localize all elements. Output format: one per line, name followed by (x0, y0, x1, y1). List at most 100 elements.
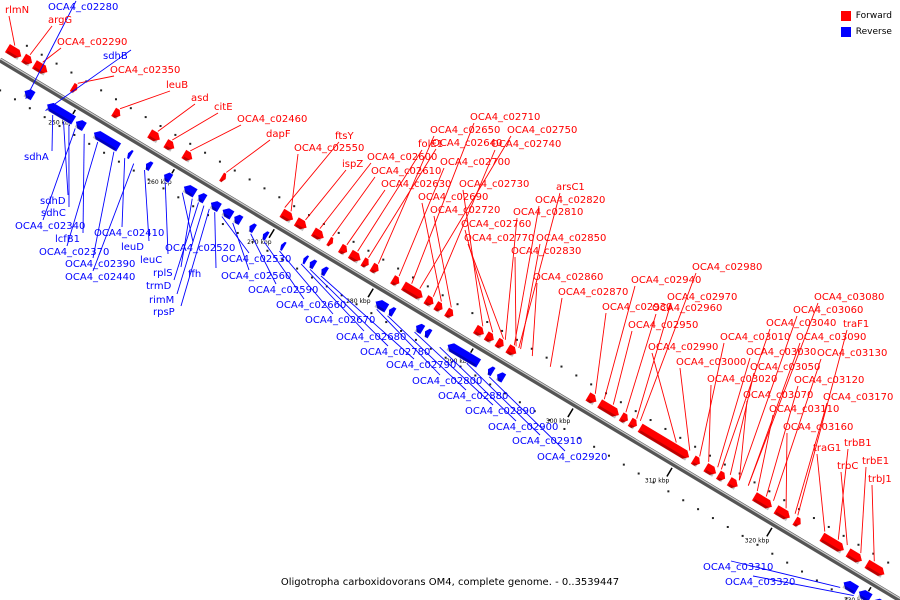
reverse-gene[interactable] (386, 305, 398, 318)
leader-line (603, 285, 636, 400)
minor-tick-rev (281, 258, 284, 261)
leader-line (639, 272, 697, 422)
forward-gene[interactable] (596, 398, 622, 419)
forward-gene-label: OCA4_c03090 (796, 332, 866, 343)
forward-gene[interactable] (726, 476, 740, 491)
reverse-gene[interactable] (301, 254, 310, 266)
genome-backbone (0, 57, 900, 600)
forward-gene[interactable] (347, 249, 364, 264)
leader-line (92, 151, 115, 259)
minor-tick-rev (652, 481, 655, 484)
minor-tick-fwd (411, 276, 414, 279)
reverse-gene[interactable] (413, 322, 426, 335)
forward-gene[interactable] (751, 491, 775, 511)
reverse-gene[interactable] (870, 596, 889, 600)
reverse-gene[interactable] (373, 297, 390, 314)
leader-line (63, 121, 69, 196)
reverse-gene[interactable] (73, 117, 88, 132)
forward-gene[interactable] (863, 559, 887, 578)
forward-gene[interactable] (690, 454, 702, 468)
reverse-gene[interactable] (231, 212, 245, 226)
reverse-gene[interactable] (91, 128, 122, 153)
reverse-gene[interactable] (195, 191, 209, 205)
forward-gene[interactable] (636, 422, 692, 461)
reverse-gene[interactable] (278, 241, 288, 252)
minor-tick-fwd (40, 53, 43, 56)
minor-tick-rev (132, 169, 135, 172)
forward-gene[interactable] (4, 43, 25, 61)
forward-gene[interactable] (389, 274, 402, 288)
minor-tick-fwd (590, 383, 593, 386)
reverse-gene[interactable] (422, 327, 434, 340)
reverse-gene[interactable] (125, 149, 135, 160)
reverse-gene[interactable] (220, 205, 236, 221)
forward-gene[interactable] (818, 532, 847, 554)
reverse-gene[interactable] (44, 100, 77, 126)
minor-tick-fwd (456, 303, 459, 306)
reverse-gene[interactable] (181, 182, 199, 199)
forward-gene[interactable] (504, 343, 519, 358)
forward-gene[interactable] (618, 411, 630, 425)
forward-gene[interactable] (791, 515, 803, 528)
forward-gene[interactable] (110, 107, 123, 120)
reverse-gene[interactable] (208, 198, 223, 213)
forward-gene[interactable] (400, 280, 426, 301)
forward-gene-label: OCA4_c03010 (720, 332, 790, 343)
forward-gene[interactable] (20, 53, 35, 67)
reverse-gene[interactable] (307, 258, 318, 270)
minor-tick-fwd (70, 71, 73, 74)
forward-gene[interactable] (483, 330, 496, 344)
leader-line (279, 250, 334, 315)
forward-gene[interactable] (368, 262, 381, 275)
forward-gene[interactable] (146, 128, 163, 144)
forward-gene[interactable] (772, 504, 793, 522)
leader-line (531, 282, 538, 357)
forward-gene[interactable] (180, 149, 195, 164)
forward-gene[interactable] (627, 417, 639, 430)
leader-line (625, 313, 657, 413)
forward-gene[interactable] (278, 208, 296, 224)
leader-line (221, 216, 250, 254)
leader-line (45, 49, 132, 111)
forward-gene[interactable] (844, 547, 865, 565)
reverse-gene[interactable] (485, 365, 497, 377)
reverse-gene[interactable] (143, 160, 155, 172)
reverse-gene-label: OCA4_c02790 (386, 360, 456, 371)
forward-gene[interactable] (359, 256, 371, 269)
leader-line (92, 163, 135, 272)
forward-gene[interactable] (293, 216, 310, 232)
forward-gene[interactable] (584, 391, 599, 406)
forward-gene-label: dapF (266, 129, 291, 140)
forward-gene[interactable] (715, 469, 728, 483)
leader-line (368, 148, 437, 259)
reverse-gene-label: lcfB1 (55, 234, 80, 245)
forward-gene[interactable] (162, 138, 177, 153)
minor-tick-fwd (560, 365, 563, 368)
forward-gene[interactable] (31, 59, 51, 77)
forward-gene[interactable] (472, 324, 487, 339)
reverse-gene[interactable] (161, 170, 174, 184)
forward-gene[interactable] (702, 462, 719, 478)
minor-tick-rev (0, 89, 2, 92)
reverse-gene[interactable] (247, 222, 258, 234)
forward-gene[interactable] (337, 243, 350, 257)
minor-tick-rev (162, 187, 165, 190)
forward-gene[interactable] (432, 300, 445, 314)
forward-gene[interactable] (493, 337, 506, 350)
forward-gene[interactable] (443, 306, 456, 320)
forward-gene[interactable] (310, 226, 327, 242)
reverse-gene[interactable] (445, 340, 482, 369)
minor-tick-rev (13, 98, 16, 101)
minor-tick-fwd (233, 169, 236, 172)
minor-tick-rev (296, 267, 299, 270)
reverse-gene-label: ffh (188, 269, 201, 280)
reverse-gene[interactable] (260, 230, 271, 242)
reverse-gene[interactable] (319, 265, 330, 277)
forward-gene[interactable] (422, 294, 436, 308)
forward-gene[interactable] (218, 171, 229, 183)
leader-line (860, 466, 867, 554)
reverse-gene[interactable] (841, 578, 860, 596)
minor-tick-rev (58, 125, 61, 128)
forward-gene[interactable] (325, 236, 336, 247)
reverse-gene[interactable] (494, 370, 507, 384)
